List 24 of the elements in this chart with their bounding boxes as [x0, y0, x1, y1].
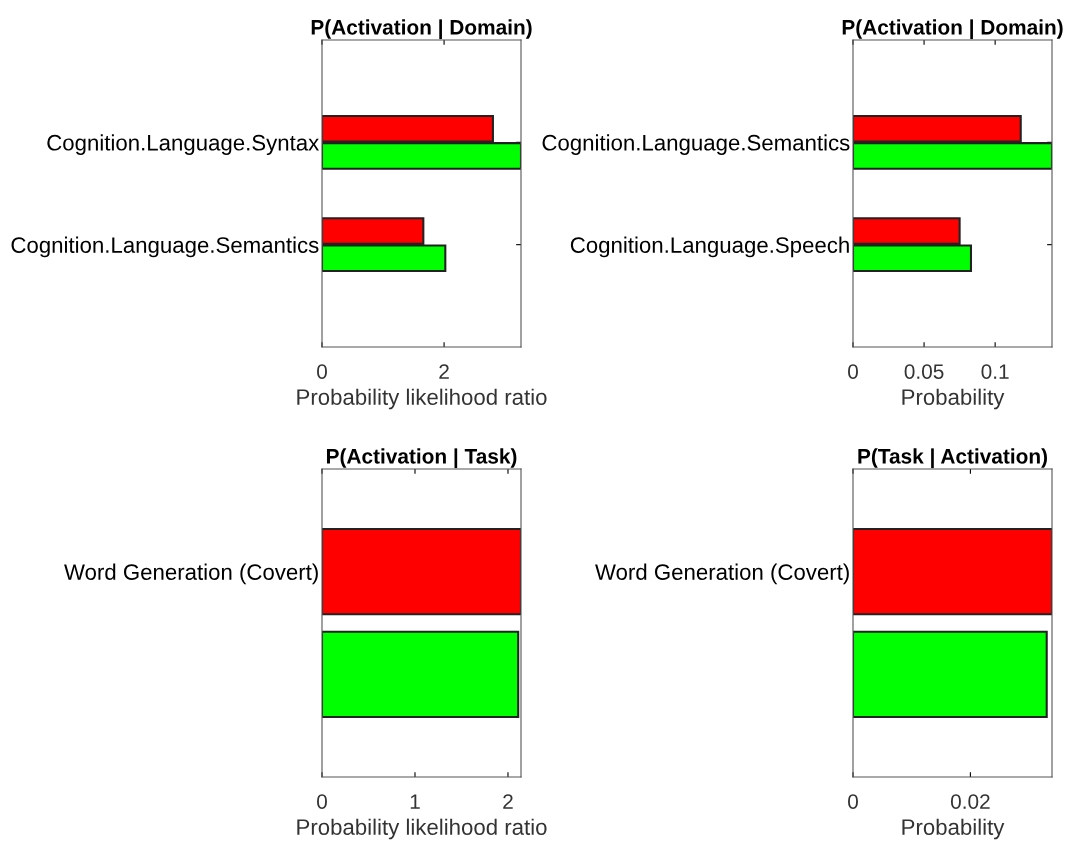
y-tick-label: Word Generation (Covert) — [64, 563, 318, 585]
x-tick-label: 0 — [317, 364, 327, 379]
x-tick-label: 0.1 — [981, 364, 1009, 379]
x-tick-label: 2 — [439, 364, 449, 379]
x-axis-title: Probability likelihood ratio — [297, 388, 547, 410]
x-tick-label: 2 — [503, 794, 513, 809]
x-tick-label: 0 — [848, 794, 858, 809]
chart-title: P(Activation | Domain) — [842, 19, 1063, 40]
x-tick-label: 0.02 — [950, 794, 990, 809]
x-axis-title: Probability — [902, 818, 1005, 840]
x-axis-title: Probability — [902, 388, 1005, 410]
y-tick-label: Cognition.Language.Semantics — [11, 236, 319, 258]
chart-title: P(Activation | Task) — [326, 448, 517, 469]
chart-title: P(Task | Activation) — [858, 448, 1047, 469]
y-tick-label: Cognition.Language.Semantics — [542, 134, 850, 155]
x-tick-label: 0 — [317, 794, 327, 809]
x-tick-label: 0.05 — [904, 364, 944, 379]
y-tick-label: Cognition.Language.Speech — [570, 236, 849, 258]
x-tick-label: 1 — [410, 794, 420, 809]
chart-title: P(Activation | Domain) — [311, 19, 532, 40]
x-tick-label: 0 — [848, 364, 858, 379]
y-tick-label: Word Generation (Covert) — [595, 563, 849, 585]
y-tick-label: Cognition.Language.Syntax — [47, 134, 319, 155]
x-axis-title: Probability likelihood ratio — [297, 818, 547, 840]
